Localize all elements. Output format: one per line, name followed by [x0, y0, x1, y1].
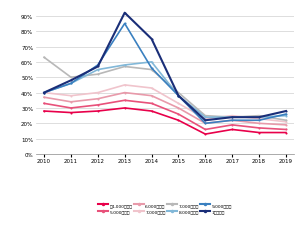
- Legend: ぁ4,000万円台, 5,000万円台, 6,000万円台, 7,000万円台, 7,000万円台, 8,000万円台, 9,000万円台, 1億円以上: ぁ4,000万円台, 5,000万円台, 6,000万円台, 7,000万円台,…: [98, 203, 232, 213]
